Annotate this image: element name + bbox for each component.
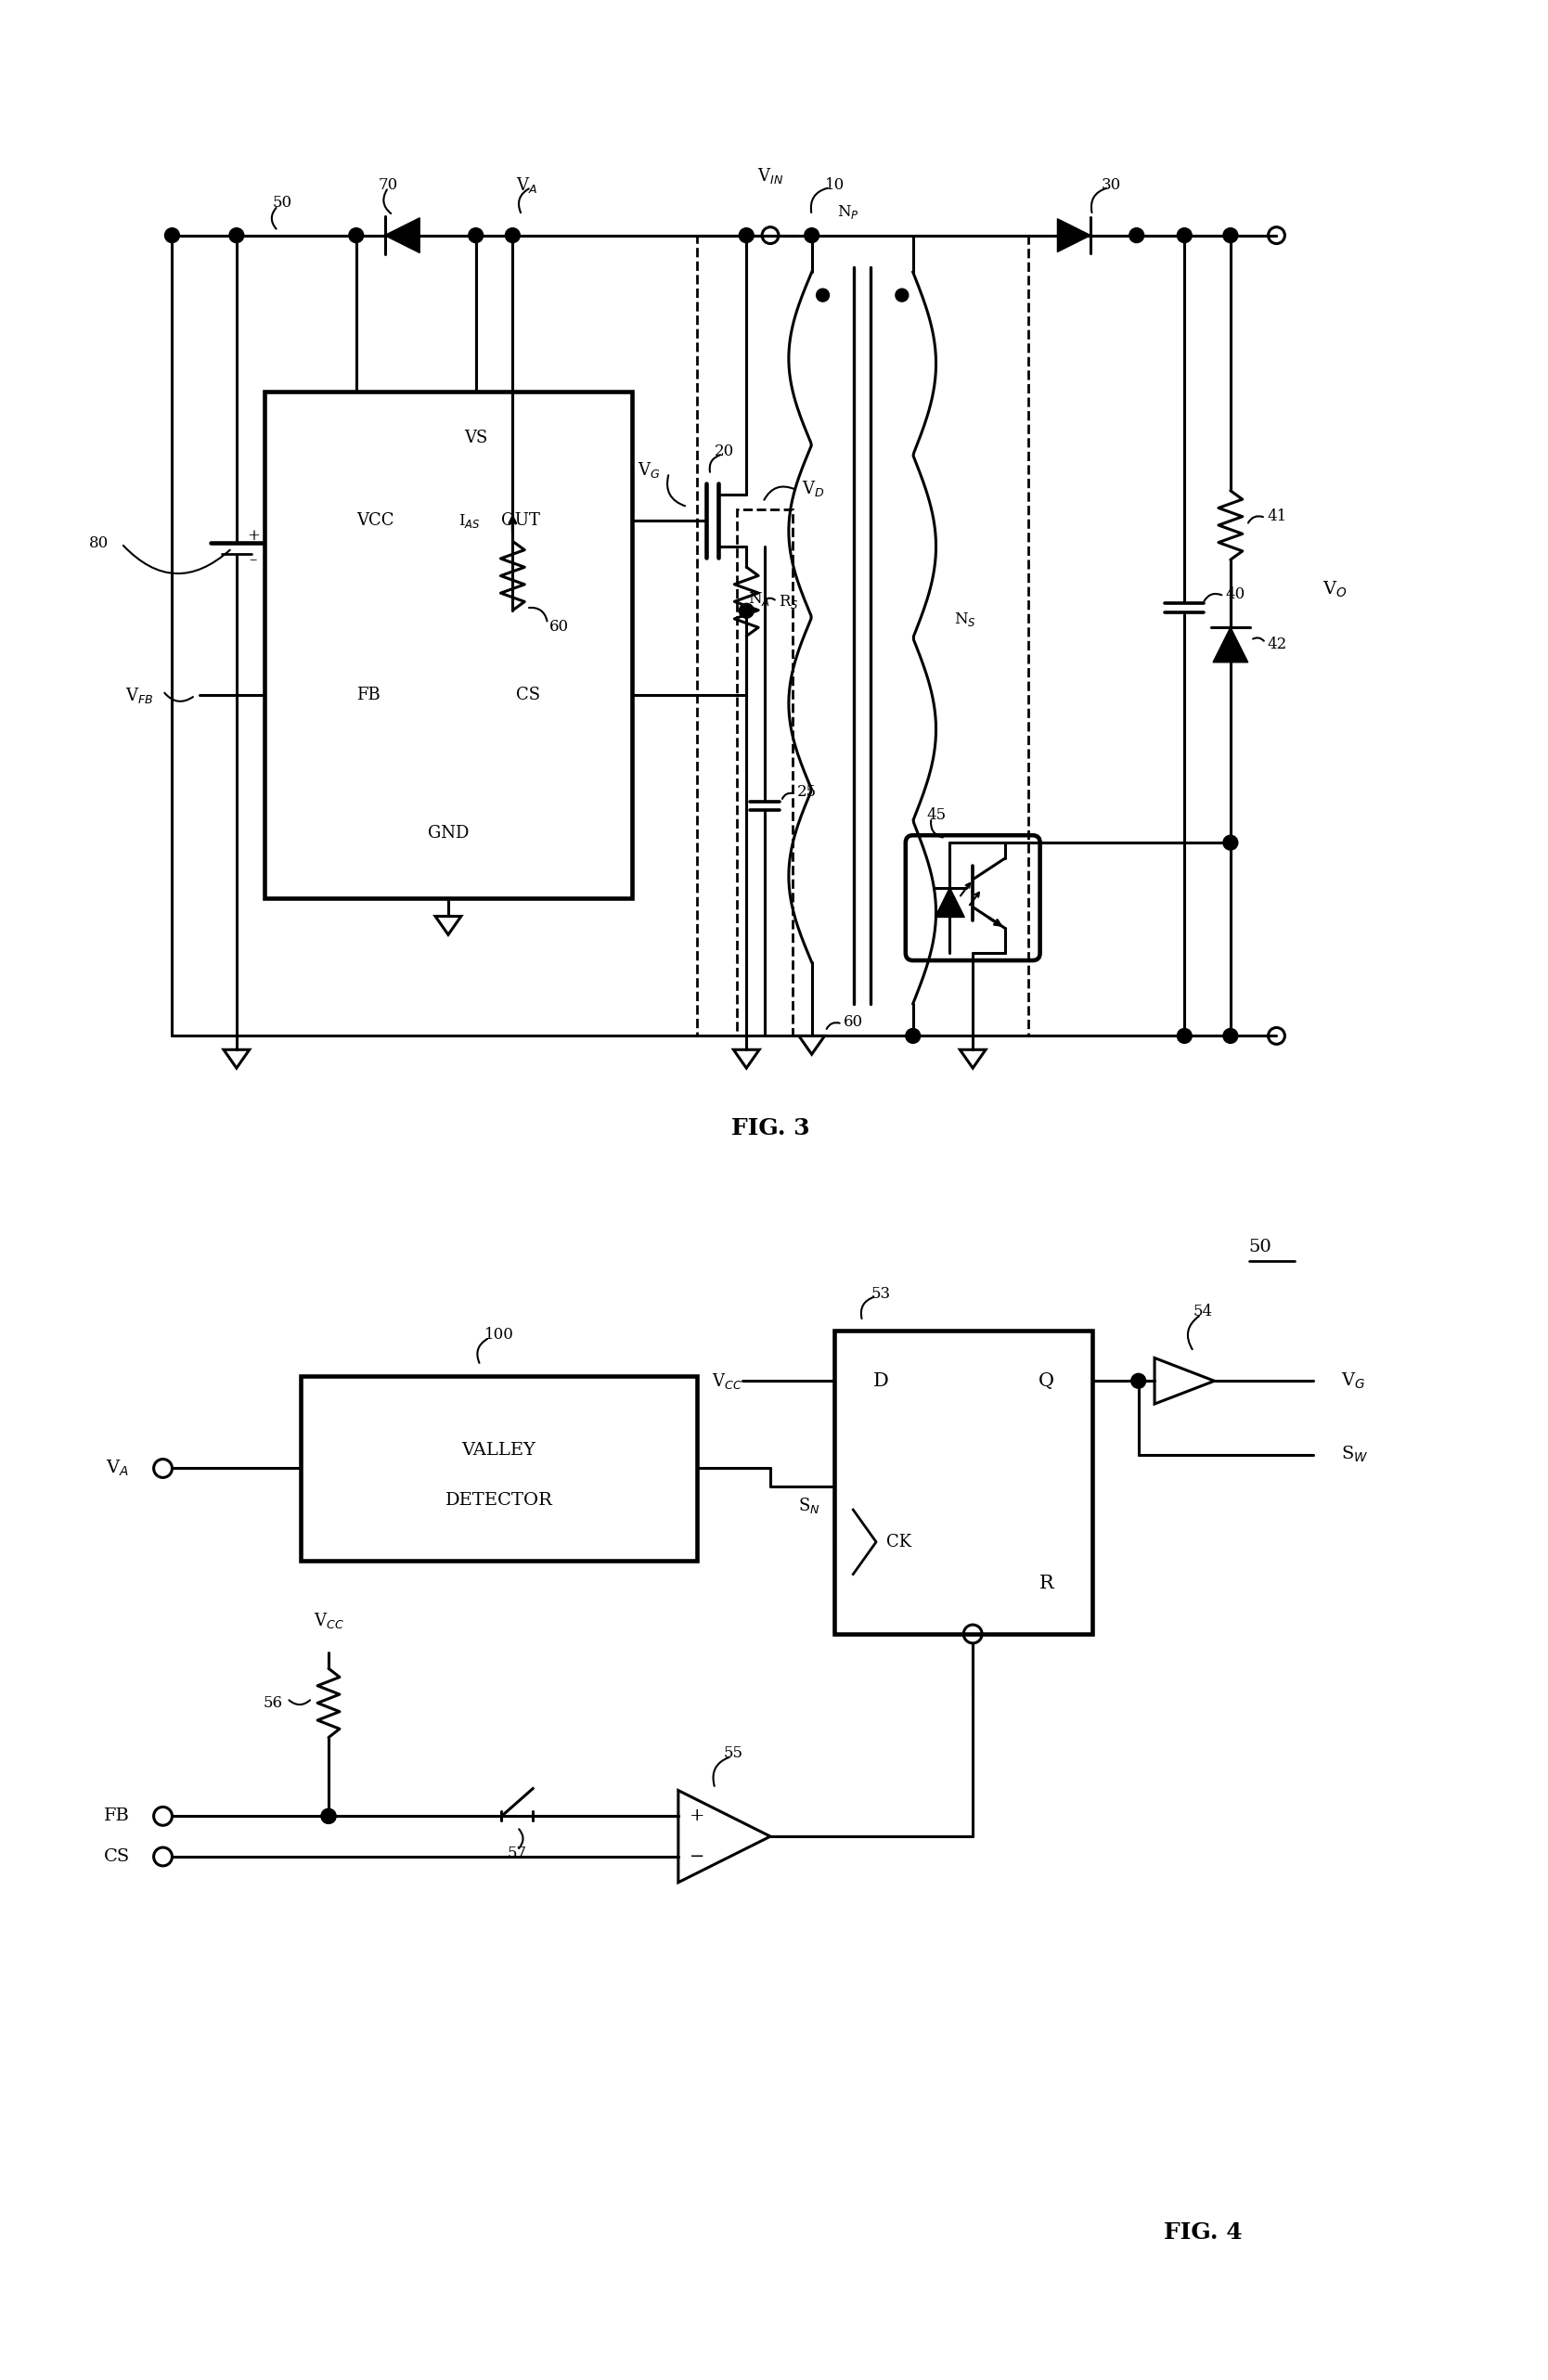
Text: FB: FB: [104, 1809, 130, 1825]
Text: −: −: [689, 1849, 704, 1866]
Text: CS: CS: [515, 688, 540, 704]
Text: 80: 80: [88, 536, 108, 552]
Text: 42: 42: [1268, 638, 1286, 652]
Polygon shape: [1214, 628, 1248, 662]
Text: FB: FB: [356, 688, 381, 704]
Text: V$_{CC}$: V$_{CC}$: [712, 1371, 743, 1390]
Text: N$_A$: N$_A$: [748, 590, 771, 607]
Text: 53: 53: [872, 1285, 890, 1302]
Text: FIG. 4: FIG. 4: [1164, 2221, 1241, 2244]
Text: 100: 100: [485, 1328, 514, 1342]
Text: 45: 45: [927, 807, 946, 823]
Text: DETECTOR: DETECTOR: [446, 1492, 553, 1509]
Text: S$_W$: S$_W$: [1341, 1445, 1368, 1464]
Circle shape: [738, 228, 754, 243]
Text: 40: 40: [1226, 585, 1246, 602]
Text: V$_G$: V$_G$: [1341, 1371, 1365, 1390]
Text: N$_P$: N$_P$: [837, 205, 859, 221]
Circle shape: [505, 228, 520, 243]
Text: 55: 55: [724, 1745, 743, 1761]
Text: V$_A$: V$_A$: [105, 1459, 128, 1478]
Polygon shape: [935, 888, 964, 916]
Circle shape: [1132, 1373, 1146, 1388]
Circle shape: [320, 1809, 336, 1823]
Circle shape: [816, 288, 830, 302]
Circle shape: [348, 228, 364, 243]
Text: S$_N$: S$_N$: [797, 1495, 820, 1516]
Text: 56: 56: [263, 1695, 283, 1711]
Text: 57: 57: [508, 1844, 526, 1861]
Text: R$_S$: R$_S$: [779, 593, 799, 609]
Text: FIG. 3: FIG. 3: [731, 1116, 810, 1140]
Text: 50: 50: [1249, 1240, 1272, 1257]
Text: V$_{CC}$: V$_{CC}$: [313, 1611, 344, 1630]
Circle shape: [906, 1028, 921, 1042]
Circle shape: [1223, 835, 1238, 850]
Circle shape: [1223, 228, 1238, 243]
Circle shape: [895, 288, 909, 302]
Text: +: +: [689, 1809, 704, 1825]
Text: 10: 10: [825, 176, 845, 193]
Text: 60: 60: [550, 619, 570, 635]
Circle shape: [469, 228, 483, 243]
Text: V$_D$: V$_D$: [802, 478, 825, 497]
Circle shape: [1223, 1028, 1238, 1042]
Text: CS: CS: [104, 1849, 130, 1866]
Text: GND: GND: [427, 826, 469, 843]
Text: 54: 54: [1194, 1304, 1212, 1321]
Polygon shape: [1057, 219, 1091, 252]
Text: I$_{AS}$: I$_{AS}$: [458, 512, 480, 528]
Text: CK: CK: [887, 1533, 912, 1549]
Circle shape: [1176, 228, 1192, 243]
Text: V$_G$: V$_G$: [638, 459, 659, 481]
Bar: [834, 1330, 1093, 1635]
Bar: [300, 1376, 697, 1561]
Bar: [265, 393, 632, 897]
Text: 70: 70: [379, 176, 398, 193]
Text: VALLEY: VALLEY: [461, 1442, 536, 1459]
Text: VS: VS: [464, 428, 488, 445]
Text: VCC: VCC: [356, 512, 393, 528]
Text: 41: 41: [1268, 507, 1286, 524]
Polygon shape: [385, 219, 420, 252]
Text: V$_O$: V$_O$: [1322, 581, 1347, 600]
Text: OUT: OUT: [502, 512, 540, 528]
Circle shape: [738, 605, 754, 619]
Circle shape: [805, 228, 819, 243]
Text: 30: 30: [1101, 176, 1121, 193]
Text: V$_{IN}$: V$_{IN}$: [757, 167, 783, 186]
Bar: [697, 236, 1028, 1035]
Circle shape: [1128, 228, 1144, 243]
Circle shape: [229, 228, 245, 243]
Text: +: +: [246, 528, 260, 545]
Text: 50: 50: [272, 195, 293, 212]
Text: 60: 60: [844, 1014, 864, 1031]
Text: V$_{FB}$: V$_{FB}$: [125, 685, 153, 704]
Text: Q: Q: [1039, 1373, 1054, 1390]
Bar: [737, 509, 793, 1035]
Text: R: R: [1039, 1576, 1054, 1592]
Text: D: D: [873, 1373, 889, 1390]
Circle shape: [1176, 1028, 1192, 1042]
Text: V$_A$: V$_A$: [515, 176, 537, 195]
Text: N$_S$: N$_S$: [955, 612, 977, 628]
Text: –: –: [249, 552, 257, 569]
Circle shape: [320, 1809, 336, 1823]
Text: 25: 25: [797, 783, 817, 800]
Text: 20: 20: [715, 443, 734, 459]
Circle shape: [164, 228, 180, 243]
